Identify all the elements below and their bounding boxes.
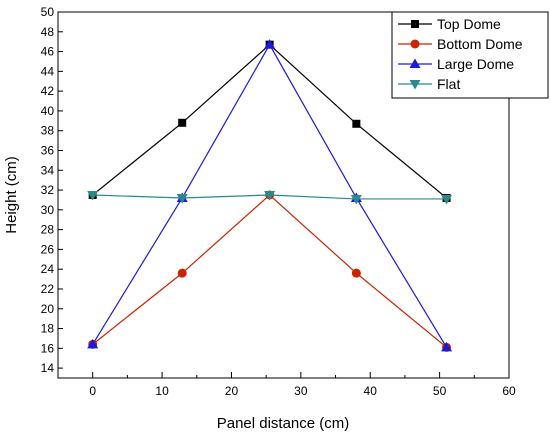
series-layer: [87, 39, 453, 352]
x-tick-label: 40: [364, 384, 378, 398]
legend-item-top-dome: Top Dome: [398, 16, 501, 32]
data-point-large-dome: [441, 341, 453, 352]
data-point-bottom-dome: [351, 268, 361, 278]
data-point-top-dome: [352, 119, 361, 128]
legend-label: Top Dome: [437, 16, 501, 32]
y-tick-label: 50: [41, 5, 55, 19]
y-tick-label: 46: [41, 45, 55, 59]
data-point-top-dome: [178, 118, 187, 127]
data-point-flat: [441, 194, 453, 205]
x-axis-title: Panel distance (cm): [217, 415, 350, 432]
legend-label: Bottom Dome: [437, 36, 523, 52]
series-flat: [87, 191, 453, 205]
legend-item-bottom-dome: Bottom Dome: [398, 36, 523, 52]
legend-marker: [410, 39, 420, 49]
x-tick-label: 10: [155, 384, 169, 398]
x-tick-label: 50: [433, 384, 447, 398]
y-tick-label: 16: [41, 341, 55, 355]
data-point-large-dome: [264, 39, 276, 49]
plot-frame: [57, 11, 510, 379]
data-point-large-dome: [87, 338, 99, 349]
y-tick-label: 32: [41, 183, 55, 197]
y-tick-label: 14: [41, 361, 55, 375]
y-tick-label: 26: [41, 242, 55, 256]
series-line-bottom-dome: [92, 194, 447, 348]
y-tick-label: 42: [41, 84, 55, 98]
y-tick-label: 44: [41, 64, 55, 78]
x-tick-label: 30: [294, 384, 308, 398]
data-point-bottom-dome: [177, 268, 187, 278]
x-axis-ticks: 0 10 20 30 40 50 60: [57, 372, 516, 398]
y-tick-label: 36: [41, 143, 55, 157]
y-tick-label: 24: [41, 262, 55, 276]
data-point-flat: [87, 191, 99, 201]
y-tick-label: 20: [41, 302, 55, 316]
legend: Top Dome Bottom Dome Large Dome Flat: [391, 11, 549, 99]
y-axis-title: Height (cm): [3, 156, 20, 234]
y-tick-label: 18: [41, 322, 55, 336]
y-tick-label: 30: [41, 203, 55, 217]
y-axis-ticks: 14 16 18 20 22 24 26 28 30 32 34 36 38 40 42 44 46 48 50: [41, 5, 63, 375]
y-tick-label: 40: [41, 104, 55, 118]
x-tick-label: 0: [89, 384, 96, 398]
y-tick-label: 22: [41, 282, 55, 296]
y-tick-label: 38: [41, 124, 55, 138]
y-tick-label: 48: [41, 25, 55, 39]
legend-label: Large Dome: [437, 56, 514, 72]
data-point-flat: [176, 193, 188, 204]
series-bottom-dome: [88, 190, 452, 352]
legend-item-flat: Flat: [398, 76, 460, 92]
legend-marker: [411, 20, 419, 28]
x-tick-label: 60: [502, 384, 516, 398]
y-tick-label: 28: [41, 223, 55, 237]
data-point-flat: [350, 194, 362, 205]
legend-marker: [409, 58, 421, 68]
y-tick-label: 34: [41, 163, 55, 177]
data-point-flat: [264, 191, 276, 201]
legend-item-large-dome: Large Dome: [398, 56, 514, 72]
legend-label: Flat: [437, 76, 460, 92]
legend-marker: [409, 80, 421, 90]
x-tick-label: 20: [225, 384, 239, 398]
